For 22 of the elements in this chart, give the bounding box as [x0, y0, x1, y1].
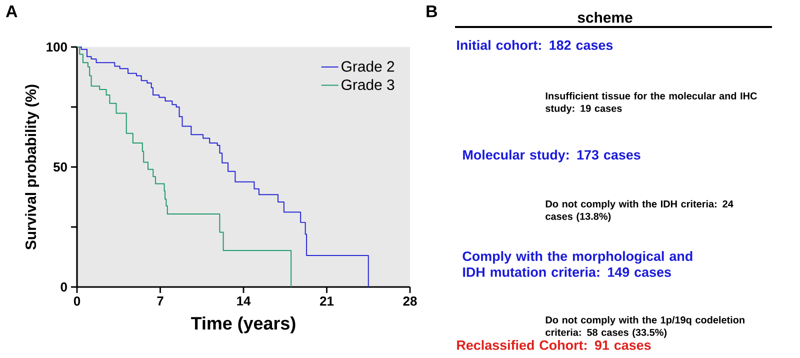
y-tick-label: 100	[46, 42, 67, 52]
text: scheme	[578, 12, 632, 23]
text: Initial cohort: 182 cases	[457, 40, 613, 50]
y-tick-label: 50	[53, 162, 67, 172]
x-tick-label: 28	[403, 296, 417, 306]
legend-label: Grade 3	[342, 79, 394, 90]
text: B	[426, 6, 437, 18]
text: Do not comply with the IDH criteria: 24 cases (13.8%)	[546, 200, 734, 222]
x-axis-title: Time (years)	[191, 316, 296, 334]
text: Reclassified Cohort: 91 cases	[457, 340, 651, 350]
x-tick-label: 14	[237, 296, 251, 306]
legend-label: Grade 2	[342, 60, 394, 72]
x-tick-label: 21	[320, 296, 334, 306]
text: Comply with the morphological and IDH mutation criteria: 149 cases	[462, 251, 692, 277]
y-axis-title: Survival probability (%)	[25, 84, 40, 250]
y-tick-label: 0	[60, 282, 67, 292]
text: Insufficient tissue for the molecular and IHC study: 19 cases	[546, 92, 757, 114]
x-tick-label: 7	[157, 296, 164, 306]
text: Do not comply with the 1p/19q codeletion criteria: 58 cases (33.5%)	[546, 316, 744, 338]
text: Molecular study: 173 cases	[463, 150, 640, 162]
x-tick-label: 0	[74, 296, 80, 306]
chart-title: A	[6, 6, 18, 18]
